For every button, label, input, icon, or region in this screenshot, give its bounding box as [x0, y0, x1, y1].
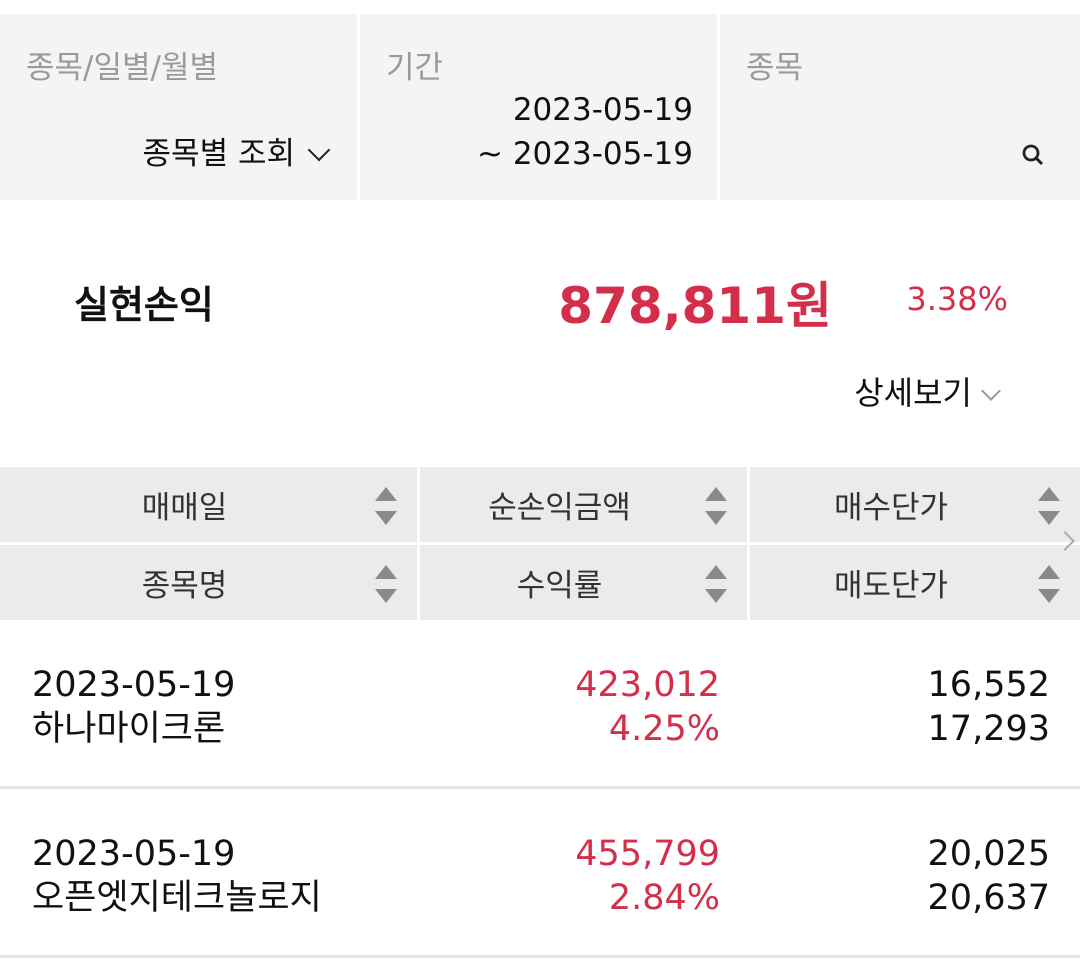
sort-icon — [705, 487, 727, 525]
return-rate: 2.84% — [608, 878, 720, 918]
sort-sell-price[interactable]: 매도단가 — [750, 545, 1080, 620]
sort-buy-price[interactable]: 매수단가 — [750, 467, 1080, 542]
realized-pnl-label: 실현손익 — [74, 283, 214, 327]
trade-date: 2023-05-19 — [32, 665, 236, 705]
realized-pnl-amount: 878,811원 — [558, 277, 832, 335]
stock-name: 하나마이크론 — [32, 709, 226, 749]
table-header: 매매일 순손익금액 매수단가 종목명 수익률 매도단가 — [0, 467, 1080, 623]
sort-icon — [1038, 565, 1060, 603]
filter-bar: 종목/일별/월별 종목별 조회 기간 2023-05-19 ~ 2023-05-… — [0, 14, 1080, 200]
detail-toggle-button[interactable]: 상세보기 — [854, 368, 1001, 414]
stock-name: 오픈엣지테크놀로지 — [32, 878, 322, 918]
buy-price: 20,025 — [927, 834, 1050, 874]
net-profit: 423,012 — [575, 665, 720, 705]
net-profit: 455,799 — [575, 834, 720, 874]
return-rate: 4.25% — [608, 709, 720, 749]
sort-icon — [375, 487, 397, 525]
sort-icon — [1038, 487, 1060, 525]
sort-return-rate[interactable]: 수익률 — [420, 545, 747, 620]
type-filter-label: 종목/일별/월별 — [26, 50, 219, 86]
sell-price: 17,293 — [927, 709, 1050, 749]
period-filter-label: 기간 — [386, 50, 444, 86]
buy-price: 16,552 — [927, 665, 1050, 705]
sort-icon — [375, 565, 397, 603]
stock-filter-label: 종목 — [746, 50, 804, 86]
table-row[interactable]: 2023-05-19 오픈엣지테크놀로지 455,799 2.84% 20,025 2… — [0, 790, 1080, 958]
period-from: 2023-05-19 — [512, 92, 693, 128]
sort-trade-date[interactable]: 매매일 — [0, 467, 417, 542]
trade-date: 2023-05-19 — [32, 834, 236, 874]
chevron-down-icon — [981, 381, 1001, 401]
sell-price: 20,637 — [927, 878, 1050, 918]
period-filter[interactable]: 기간 2023-05-19 ~ 2023-05-19 — [360, 14, 717, 200]
type-filter-value: 종목별 조회 — [142, 136, 295, 172]
search-icon[interactable] — [1022, 144, 1044, 166]
chevron-down-icon — [307, 138, 331, 162]
sort-net-profit[interactable]: 순손익금액 — [420, 467, 747, 542]
period-to: ~ 2023-05-19 — [477, 136, 693, 172]
sort-icon — [705, 565, 727, 603]
stock-filter[interactable]: 종목 — [720, 14, 1080, 200]
table-row[interactable]: 2023-05-19 하나마이크론 423,012 4.25% 16,552 17,2… — [0, 621, 1080, 789]
type-filter[interactable]: 종목/일별/월별 종목별 조회 — [0, 14, 357, 200]
detail-label: 상세보기 — [854, 374, 972, 412]
sort-stock-name[interactable]: 종목명 — [0, 545, 417, 620]
realized-pnl-rate: 3.38% — [906, 280, 1008, 318]
